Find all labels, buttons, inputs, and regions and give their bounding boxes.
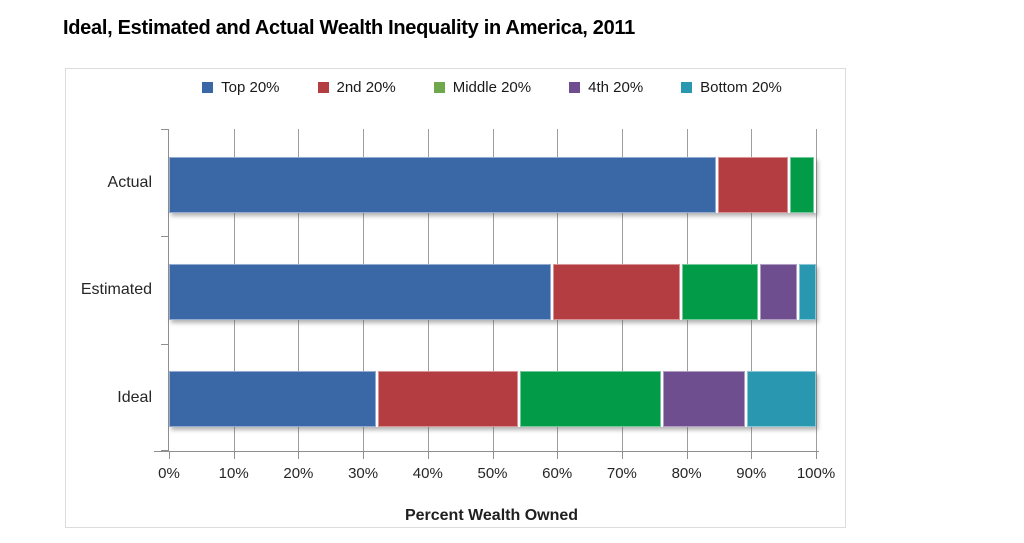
legend-swatch-icon xyxy=(202,81,214,93)
x-axis-tick-label: 90% xyxy=(736,465,767,482)
x-axis-tick-label: 80% xyxy=(671,465,702,482)
bar-segment-bottom-20% xyxy=(744,371,816,427)
x-axis-tick xyxy=(427,451,429,459)
category-label-actual: Actual xyxy=(107,173,152,191)
bar-segment-middle-20% xyxy=(787,157,814,213)
bar-actual xyxy=(169,157,816,213)
x-axis-tick xyxy=(492,451,494,459)
bar-segment-bottom-20% xyxy=(796,264,816,320)
x-axis-title: Percent Wealth Owned xyxy=(404,507,579,524)
x-axis-tick-label: 30% xyxy=(348,465,379,482)
x-axis-line xyxy=(154,451,819,452)
x-axis-tick xyxy=(298,451,300,459)
y-axis-tick xyxy=(161,344,169,345)
legend-item-1: Top 20% xyxy=(202,78,280,96)
legend-label: 2nd 20% xyxy=(336,78,396,96)
legend-item-2: 2nd 20% xyxy=(317,78,396,96)
legend-label: Middle 20% xyxy=(452,78,532,96)
x-axis-tick-label: 0% xyxy=(158,465,180,482)
x-axis-tick-label: 40% xyxy=(412,465,443,482)
x-axis-tick xyxy=(621,451,623,459)
x-axis-tick xyxy=(233,451,235,459)
x-axis-tick xyxy=(169,451,170,459)
x-axis-tick xyxy=(751,451,753,459)
bar-segment-2nd-20% xyxy=(716,157,788,213)
bar-segment-top-20% xyxy=(169,371,377,427)
legend-swatch-icon xyxy=(433,81,445,93)
bar-segment-top-20% xyxy=(169,264,551,320)
legend-item-5: Bottom 20% xyxy=(681,79,782,96)
category-label-ideal: Ideal xyxy=(117,388,152,406)
gridline xyxy=(816,129,817,451)
legend: Top 20% 2nd 20% Middle 20% 4th 20% Bottom 20… xyxy=(156,75,828,99)
plot-area: 0% 10% 20% 30% 40% 50% 60% 70% 80% 90% 100% xyxy=(154,129,835,482)
chart-panel: Top 20% 2nd 20% Middle 20% 4th 20% Bottom 20… xyxy=(65,68,846,528)
y-axis-tick xyxy=(161,450,169,451)
bar-segment-middle-20% xyxy=(518,371,661,427)
x-axis-tick xyxy=(816,451,817,459)
category-label-estimated: Estimated xyxy=(80,280,152,298)
y-axis-tick xyxy=(161,236,169,237)
legend-item-3: Middle 20% xyxy=(433,78,532,96)
x-axis-tick xyxy=(557,451,559,459)
bar-segment-4th-20% xyxy=(660,371,745,427)
x-axis-tick-label: 20% xyxy=(283,465,314,482)
legend-label: Top 20% xyxy=(221,78,280,96)
legend-swatch-icon xyxy=(317,81,329,93)
bar-segment-top-20% xyxy=(169,157,717,213)
bar-segment-2nd-20% xyxy=(550,264,681,320)
bar-estimated xyxy=(169,264,816,320)
legend-swatch-icon xyxy=(681,81,693,93)
x-axis-tick-label: 50% xyxy=(477,465,508,482)
legend-swatch-icon xyxy=(569,81,581,93)
bar-segment-middle-20% xyxy=(680,264,758,320)
y-axis-tick xyxy=(161,129,169,130)
x-axis-tick xyxy=(686,451,688,459)
bar-segment-2nd-20% xyxy=(376,371,519,427)
x-axis-tick-label: 10% xyxy=(218,465,249,482)
legend-label: Bottom 20% xyxy=(700,78,782,96)
x-axis-tick xyxy=(363,451,365,459)
category-axis-labels: Actual Estimated Ideal xyxy=(66,129,154,451)
x-axis-tick-label: 100% xyxy=(796,465,836,482)
x-axis-tick-label: 60% xyxy=(542,465,573,482)
bar-ideal xyxy=(169,371,816,427)
bar-segment-4th-20% xyxy=(757,264,797,320)
chart-title: Ideal, Estimated and Actual Wealth Inequ… xyxy=(63,17,635,39)
x-axis-tick-label: 70% xyxy=(606,465,637,482)
legend-item-4: 4th 20% xyxy=(569,79,643,96)
legend-label: 4th 20% xyxy=(588,78,644,96)
